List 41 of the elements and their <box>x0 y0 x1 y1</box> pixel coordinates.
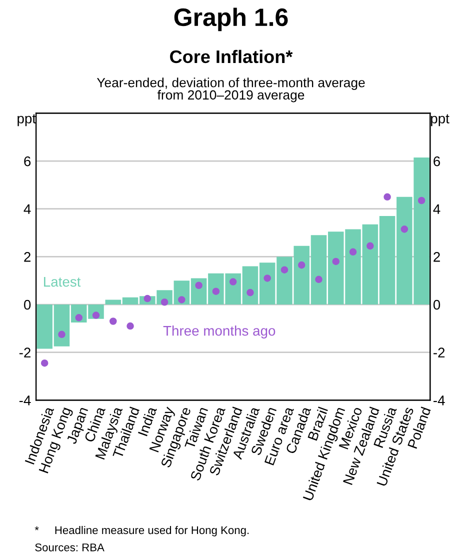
point <box>384 193 391 201</box>
text: Year-ended, deviation of three-month average from 2010–2019 average <box>96 78 365 102</box>
chart-subtitle: Core Inflation* <box>170 50 293 64</box>
point <box>58 330 66 338</box>
y2-tick-label: -4 <box>434 396 445 406</box>
y-tick-label: -2 <box>19 348 30 358</box>
point <box>366 242 374 250</box>
y2-tick-label: 4 <box>433 204 440 214</box>
y2-tick-label: 2 <box>434 252 440 262</box>
y2-tick-label: -2 <box>434 348 445 358</box>
point <box>315 276 322 284</box>
point <box>246 288 254 296</box>
point <box>110 318 117 325</box>
point <box>75 314 83 322</box>
y-axis-title: ppt <box>18 114 36 126</box>
point <box>400 226 408 233</box>
series-label: Three months ago <box>163 326 276 338</box>
text: * Headline measure used for Hong Kong. <box>34 526 249 536</box>
y-tick-label: 6 <box>24 156 31 166</box>
point <box>349 248 357 256</box>
point <box>126 322 134 330</box>
y-tick-label: -4 <box>19 396 31 406</box>
chart-title: Graph 1.6 <box>174 8 288 32</box>
point <box>178 296 186 304</box>
source-note: Sources: RBA <box>35 543 104 552</box>
series-label: Latest <box>44 277 81 287</box>
y-tick-label: 0 <box>24 300 31 310</box>
point <box>332 258 340 266</box>
y2-tick-label: 6 <box>434 156 440 166</box>
point <box>160 298 168 306</box>
point <box>195 282 202 290</box>
point <box>280 266 288 274</box>
y-tick-label: 2 <box>24 252 30 262</box>
point <box>229 278 237 286</box>
point <box>40 359 48 367</box>
y2-axis-title: ppt <box>431 114 450 126</box>
point <box>418 196 426 204</box>
point <box>298 261 306 269</box>
y2-tick-label: 0 <box>433 300 440 310</box>
y-tick-label: 4 <box>24 204 31 214</box>
point <box>264 274 271 282</box>
